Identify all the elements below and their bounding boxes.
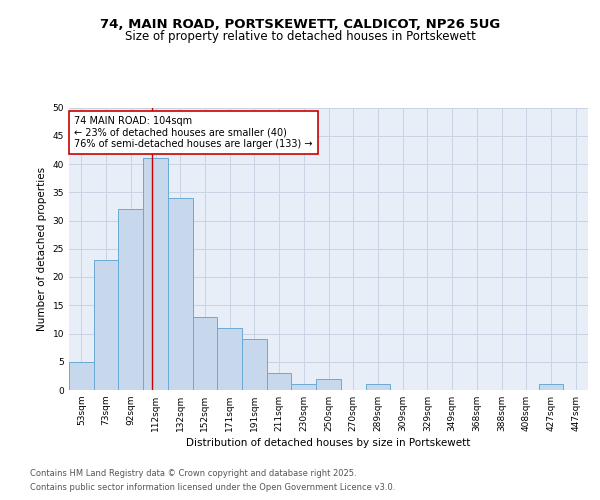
Bar: [242, 339, 267, 390]
Bar: [193, 316, 217, 390]
Bar: [316, 378, 341, 390]
Bar: [267, 373, 292, 390]
Bar: [539, 384, 563, 390]
Y-axis label: Number of detached properties: Number of detached properties: [37, 166, 47, 331]
Text: Contains public sector information licensed under the Open Government Licence v3: Contains public sector information licen…: [30, 484, 395, 492]
Text: 74 MAIN ROAD: 104sqm
← 23% of detached houses are smaller (40)
76% of semi-detac: 74 MAIN ROAD: 104sqm ← 23% of detached h…: [74, 116, 313, 149]
Bar: [168, 198, 193, 390]
Text: Contains HM Land Registry data © Crown copyright and database right 2025.: Contains HM Land Registry data © Crown c…: [30, 468, 356, 477]
Bar: [217, 328, 242, 390]
X-axis label: Distribution of detached houses by size in Portskewett: Distribution of detached houses by size …: [187, 438, 470, 448]
Bar: [292, 384, 316, 390]
Bar: [143, 158, 168, 390]
Text: Size of property relative to detached houses in Portskewett: Size of property relative to detached ho…: [125, 30, 475, 43]
Bar: [365, 384, 390, 390]
Bar: [118, 209, 143, 390]
Text: 74, MAIN ROAD, PORTSKEWETT, CALDICOT, NP26 5UG: 74, MAIN ROAD, PORTSKEWETT, CALDICOT, NP…: [100, 18, 500, 30]
Bar: [69, 362, 94, 390]
Bar: [94, 260, 118, 390]
